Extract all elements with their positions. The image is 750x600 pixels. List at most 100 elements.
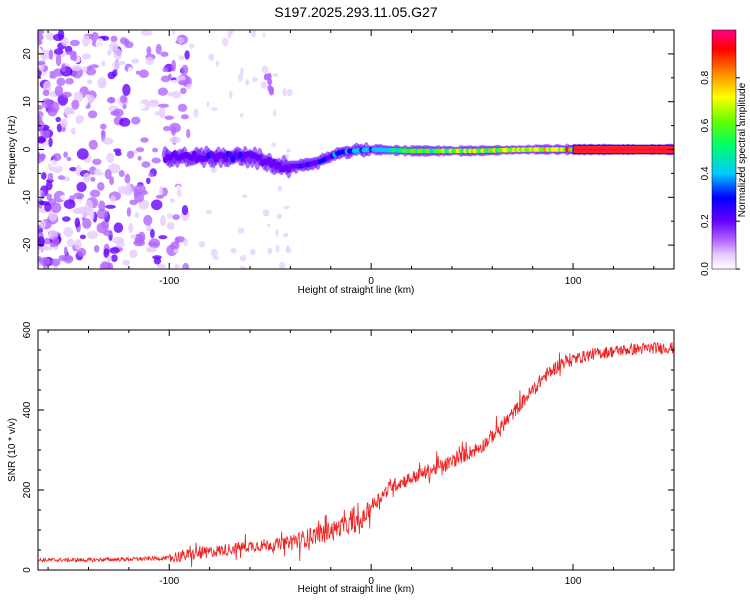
noise-blob	[118, 170, 125, 177]
noise-blob	[106, 97, 116, 104]
noise-blob	[245, 79, 250, 86]
noise-blob	[140, 137, 149, 143]
noise-blob	[113, 222, 124, 233]
noise-blob	[82, 66, 88, 73]
noise-blob	[79, 234, 86, 240]
noise-blob	[155, 194, 165, 199]
noise-blob	[41, 172, 47, 180]
noise-blob	[43, 80, 52, 93]
noise-blob	[262, 32, 266, 38]
noise-blob	[90, 176, 96, 182]
noise-blob	[131, 116, 141, 125]
noise-blob	[42, 89, 50, 97]
noise-blob	[76, 148, 89, 160]
noise-blob	[126, 150, 135, 159]
noise-blob	[120, 94, 128, 104]
noise-blob	[177, 103, 188, 112]
noise-blob	[148, 139, 157, 147]
noise-blob	[43, 237, 52, 245]
noise-blob	[212, 256, 219, 260]
noise-blob	[82, 218, 92, 229]
colorbar-label: Normalized spectral amplitude	[737, 82, 748, 217]
spectrogram-xlabel: Height of straight line (km)	[298, 285, 415, 296]
noise-blob	[62, 216, 71, 222]
y-tick-label: 10	[22, 96, 33, 108]
noise-blob	[100, 123, 107, 130]
ridge-core	[228, 151, 234, 158]
noise-blob	[177, 36, 185, 44]
noise-blob	[183, 238, 189, 247]
noise-blob	[131, 58, 139, 64]
noise-blob	[286, 245, 290, 252]
noise-blob	[146, 46, 152, 55]
noise-blob	[157, 87, 168, 96]
noise-blob	[239, 113, 244, 118]
y-tick-label: -10	[22, 190, 33, 205]
noise-blob	[107, 255, 112, 263]
noise-blob	[57, 221, 66, 228]
noise-blob	[229, 199, 235, 205]
noise-blob	[122, 259, 130, 266]
noise-blob	[99, 165, 106, 174]
noise-blob	[126, 181, 131, 193]
noise-blob	[275, 244, 280, 254]
noise-blob	[107, 49, 112, 56]
noise-blob	[135, 70, 141, 75]
colorbar: 0.0 0.2 0.4 0.6 0.8 Normalized spectral ampl…	[700, 29, 748, 276]
noise-blob	[95, 38, 105, 50]
noise-blob	[208, 53, 215, 61]
noise-blob	[116, 239, 125, 248]
noise-blob	[107, 262, 114, 269]
noise-blob	[92, 158, 102, 165]
noise-blob	[71, 99, 80, 110]
noise-blob	[193, 108, 199, 118]
noise-blob	[177, 198, 183, 206]
noise-blob	[201, 85, 208, 92]
noise-blob	[49, 159, 62, 168]
noise-blob	[171, 90, 182, 99]
noise-blob	[279, 261, 286, 269]
snr-plot-area	[38, 342, 674, 568]
colorbar-tick-label: 0.6	[700, 118, 711, 132]
noise-blob	[151, 157, 161, 164]
noise-blob	[94, 101, 106, 106]
snr-xlabel: Height of straight line (km)	[298, 584, 415, 595]
noise-blob	[275, 229, 279, 237]
y-tick-label: 400	[22, 401, 33, 418]
noise-blob	[62, 91, 72, 98]
x-tick-label: 0	[368, 576, 374, 587]
noise-blob	[109, 41, 119, 52]
noise-blob	[176, 188, 182, 198]
noise-blob	[83, 172, 91, 183]
noise-blob	[56, 123, 63, 133]
noise-blob	[171, 59, 176, 72]
noise-blob	[181, 64, 189, 75]
noise-blob	[50, 101, 60, 113]
noise-blob	[167, 200, 172, 208]
noise-blob	[137, 103, 146, 109]
colorbar-ticks: 0.0 0.2 0.4 0.6 0.8	[700, 70, 740, 276]
noise-blob	[55, 54, 62, 67]
noise-blob	[106, 152, 115, 164]
noise-blob	[87, 110, 98, 119]
noise-blob	[134, 184, 146, 195]
noise-blob	[206, 101, 210, 108]
noise-blob	[159, 106, 166, 119]
ridge-core	[223, 156, 229, 163]
noise-blob	[38, 40, 43, 45]
noise-blob	[110, 110, 120, 116]
noise-blob	[66, 238, 75, 248]
noise-blob	[50, 202, 62, 214]
noise-blob	[128, 222, 134, 234]
noise-blob	[47, 172, 54, 181]
noise-blob	[81, 216, 86, 221]
noise-blob	[61, 36, 69, 47]
noise-blob	[286, 88, 293, 97]
noise-blob	[160, 215, 166, 227]
snr-ylabel: SNR (10 * v/v)	[7, 418, 18, 482]
noise-blob	[141, 161, 151, 168]
noise-blob	[160, 51, 169, 57]
noise-blob	[148, 172, 154, 177]
noise-blob	[172, 30, 176, 35]
noise-blob	[270, 256, 278, 261]
